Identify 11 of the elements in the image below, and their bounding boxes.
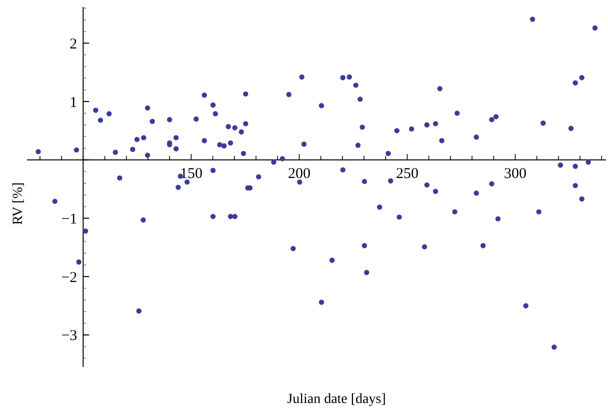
y-axis-title: RV [%] bbox=[11, 182, 26, 225]
y-tick-label: −3 bbox=[61, 328, 78, 344]
x-tick-label: 150 bbox=[180, 166, 202, 182]
y-tick-label: 1 bbox=[70, 94, 78, 111]
x-axis-title: Julian date [days] bbox=[287, 392, 386, 407]
x-tick-label: 200 bbox=[288, 166, 310, 182]
x-tick-label: 250 bbox=[396, 166, 418, 182]
y-tick-label: 2 bbox=[70, 36, 78, 52]
y-tick-label: −2 bbox=[61, 270, 78, 286]
x-tick-label: 300 bbox=[504, 166, 527, 182]
y-tick-label: −1 bbox=[61, 211, 78, 228]
